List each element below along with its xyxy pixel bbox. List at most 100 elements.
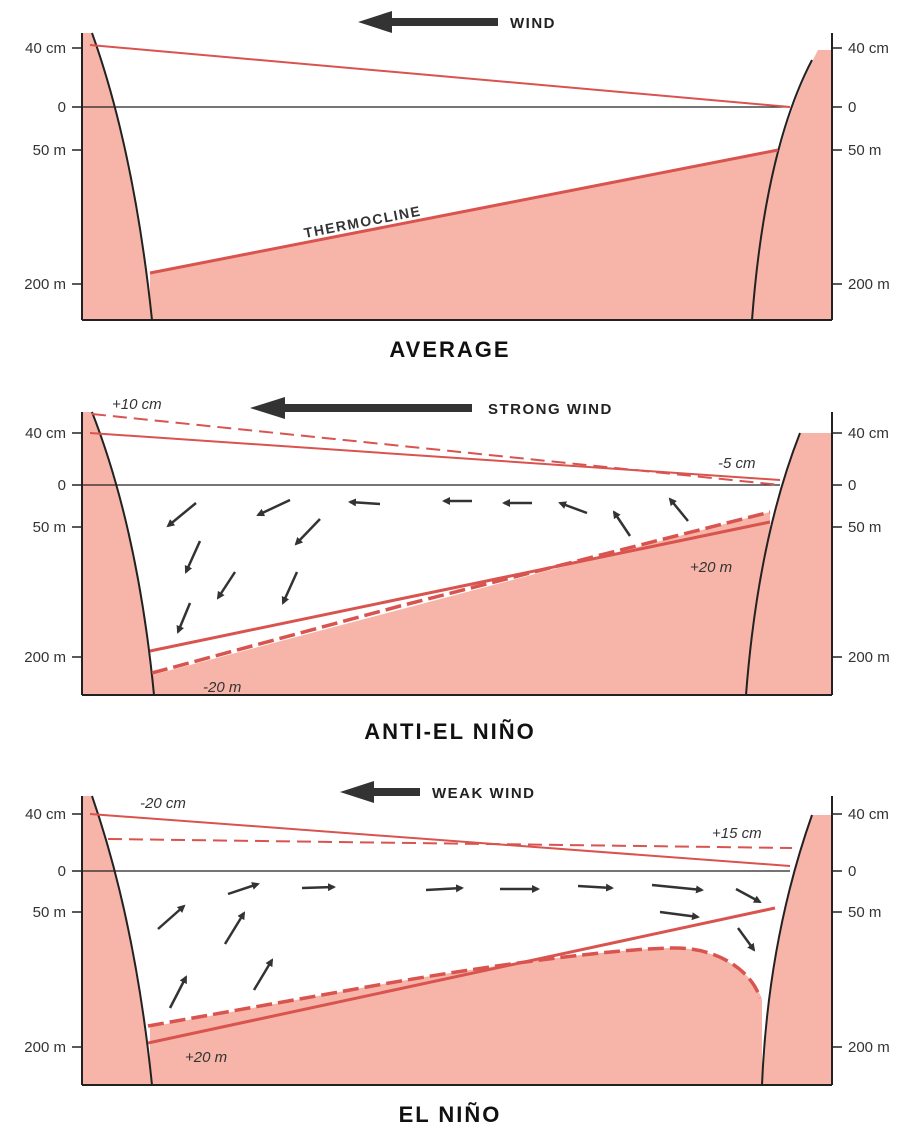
- thermocline-line: [149, 148, 779, 275]
- note-sea-level-west: -20 cm: [140, 795, 186, 812]
- current-arrow-icon: [425, 884, 464, 893]
- deep-water-area: [150, 150, 778, 320]
- left-tick-200m: 200 m: [24, 649, 66, 666]
- panel-anti-el-nino: +10 cm -5 cm +20 m -20 m 40 cm 0 50 m 20…: [24, 396, 889, 744]
- current-arrow-icon: [281, 571, 299, 605]
- panel-title: ANTI-EL NIÑO: [364, 719, 535, 744]
- current-arrow-icon: [216, 571, 237, 600]
- current-arrow-icon: [256, 498, 291, 517]
- current-arrow-icon: [348, 498, 381, 507]
- east-land: [762, 815, 832, 1085]
- panel-el-nino: -20 cm +15 cm +20 m 40 cm 0 50 m 200 m 4…: [24, 781, 890, 1127]
- left-tick-40cm: 40 cm: [25, 806, 66, 823]
- right-tick-0: 0: [848, 477, 856, 494]
- note-sea-level-west: +10 cm: [112, 396, 162, 413]
- current-arrow-icon: [176, 602, 192, 634]
- current-arrow-icon: [301, 883, 336, 892]
- right-tick-200m: 200 m: [848, 276, 890, 293]
- west-land: [82, 33, 152, 320]
- right-tick-marks: [832, 813, 842, 1048]
- left-tick-200m: 200 m: [24, 1039, 66, 1056]
- current-arrow-icon: [736, 927, 756, 952]
- left-tick-50m: 50 m: [33, 904, 66, 921]
- east-land: [746, 433, 832, 695]
- sea-level-anomaly-line: [91, 413, 781, 486]
- left-tick-0: 0: [58, 477, 66, 494]
- wind-label: WEAK WIND: [432, 785, 536, 802]
- right-tick-0: 0: [848, 863, 856, 880]
- east-coast-line: [745, 432, 801, 696]
- note-thermocline-west: -20 m: [203, 679, 241, 696]
- current-arrow-icon: [166, 502, 197, 528]
- sea-level-line: [89, 44, 791, 108]
- west-land: [82, 796, 152, 1085]
- note-sea-level-east: +15 cm: [712, 825, 762, 842]
- sea-level-average-line: [89, 813, 791, 867]
- note-sea-level-east: -5 cm: [718, 455, 756, 472]
- west-coast-line: [91, 32, 153, 321]
- west-coast-line: [91, 795, 153, 1086]
- deep-water-area: [150, 948, 762, 1085]
- current-arrow-icon: [294, 518, 321, 546]
- left-tick-50m: 50 m: [33, 519, 66, 536]
- current-arrow-icon: [184, 540, 202, 574]
- sea-level-anomaly-line: [107, 838, 793, 849]
- sea-level-average-line: [89, 432, 781, 481]
- left-tick-50m: 50 m: [33, 142, 66, 159]
- left-tick-40cm: 40 cm: [25, 425, 66, 442]
- right-tick-200m: 200 m: [848, 649, 890, 666]
- right-tick-50m: 50 m: [848, 904, 881, 921]
- right-tick-200m: 200 m: [848, 1039, 890, 1056]
- current-arrow-icon: [157, 904, 186, 930]
- panel-average: THERMOCLINE 40 cm 0 50 m 200 m 40 cm 0 5…: [24, 11, 890, 362]
- current-arrow-icon: [651, 883, 704, 894]
- west-coast-line: [91, 411, 155, 696]
- current-arrow-icon: [735, 887, 762, 904]
- wind-label: WIND: [510, 15, 556, 32]
- thermocline-anomaly-line: [147, 946, 762, 1028]
- thermocline-average-line: [149, 520, 771, 653]
- east-land: [752, 50, 832, 320]
- left-tick-200m: 200 m: [24, 276, 66, 293]
- current-arrow-icon: [558, 501, 588, 515]
- note-thermocline-west: +20 m: [185, 1049, 227, 1066]
- right-tick-marks: [832, 47, 842, 285]
- left-tick-0: 0: [58, 863, 66, 880]
- right-tick-40cm: 40 cm: [848, 806, 889, 823]
- panel-title: EL NIÑO: [399, 1102, 502, 1127]
- circulation-arrows: [166, 497, 689, 634]
- right-tick-0: 0: [848, 99, 856, 116]
- right-tick-marks: [832, 432, 842, 658]
- wind-arrow-icon: [250, 397, 472, 419]
- thermocline-anomaly-line: [151, 510, 771, 675]
- right-tick-40cm: 40 cm: [848, 40, 889, 57]
- left-tick-40cm: 40 cm: [25, 40, 66, 57]
- right-tick-40cm: 40 cm: [848, 425, 889, 442]
- west-land: [82, 412, 154, 695]
- wind-arrow-icon: [358, 11, 498, 33]
- current-arrow-icon: [577, 883, 614, 892]
- current-arrow-icon: [612, 510, 632, 537]
- current-arrow-icon: [168, 975, 188, 1009]
- thermocline-average-line: [147, 906, 776, 1045]
- note-thermocline-east: +20 m: [690, 559, 732, 576]
- east-coast-line: [751, 59, 813, 321]
- left-tick-0: 0: [58, 99, 66, 116]
- current-arrow-icon: [668, 497, 689, 522]
- wind-label: STRONG WIND: [488, 401, 613, 418]
- current-arrow-icon: [227, 882, 260, 896]
- right-tick-50m: 50 m: [848, 519, 881, 536]
- circulation-arrows: [157, 882, 762, 1009]
- current-arrow-icon: [252, 958, 274, 991]
- left-tick-marks: [72, 47, 82, 285]
- right-tick-50m: 50 m: [848, 142, 881, 159]
- wind-arrow-icon: [340, 781, 420, 803]
- left-tick-marks: [72, 813, 82, 1048]
- east-coast-line: [761, 814, 813, 1086]
- left-tick-marks: [72, 432, 82, 658]
- current-arrow-icon: [223, 911, 246, 945]
- panel-title: AVERAGE: [389, 337, 510, 362]
- deep-water-area: [152, 512, 770, 695]
- current-arrow-icon: [659, 910, 700, 921]
